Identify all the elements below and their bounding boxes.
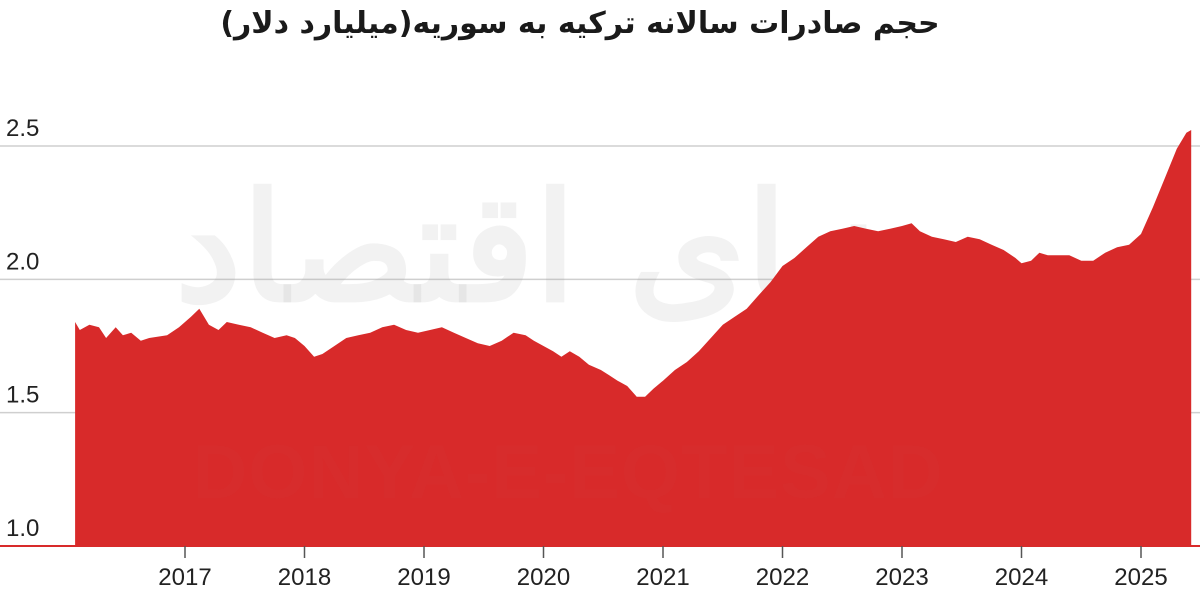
x-tick-label: 2021 (636, 564, 689, 591)
x-tick-label: 2018 (278, 564, 331, 591)
watermark-text: DONYA-E-EQTESAD (192, 430, 943, 515)
x-tick-label: 2017 (158, 564, 211, 591)
x-tick-label: 2019 (397, 564, 450, 591)
x-tick-label: 2020 (517, 564, 570, 591)
y-tick-label: 2.0 (6, 248, 39, 275)
y-tick-label: 2.5 (6, 115, 39, 142)
y-axis: 1.0 1.5 2.0 2.5 (6, 115, 39, 542)
x-axis: 2017 2018 2019 2020 2021 2022 2023 2024 2025 (0, 545, 1200, 591)
series-area (75, 130, 1192, 546)
x-tick-label: 2025 (1114, 564, 1167, 591)
x-tick-label: 2023 (875, 564, 928, 591)
watermark-latin: DONYA-E-EQTESAD (192, 430, 943, 515)
chart-title: حجم صادرات سالانه ترکیه به سوریه(میلیارد… (220, 6, 940, 41)
y-tick-label: 1.5 (6, 382, 39, 409)
x-tick-label: 2024 (995, 564, 1048, 591)
area-layer (75, 130, 1192, 546)
y-tick-label: 1.0 (6, 515, 39, 542)
x-tick-label: 2022 (756, 564, 809, 591)
